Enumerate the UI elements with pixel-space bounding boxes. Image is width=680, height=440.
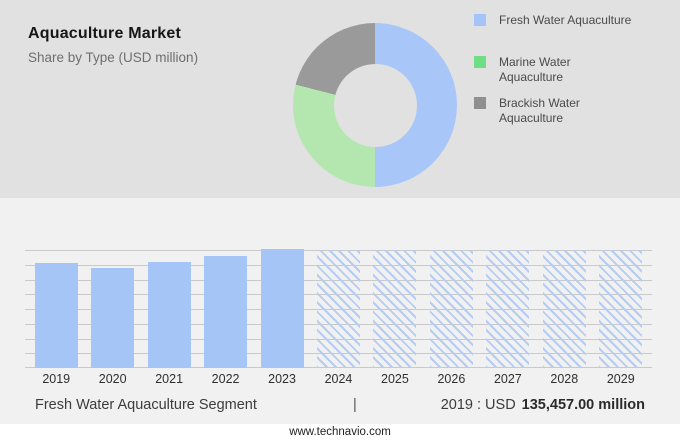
bar-chart-section: 2019 2020 2021 2022 2023 2024 2025 2026 2027 2028… xyxy=(0,198,680,424)
value-bar-2019 xyxy=(34,263,78,368)
caption-divider: | xyxy=(353,397,357,413)
forecast-bar-2029 xyxy=(599,250,643,368)
x-tick-label: 2025 xyxy=(381,372,409,386)
forecast-bar-2025 xyxy=(373,250,417,368)
value-bar-2020 xyxy=(91,268,135,368)
bar-slot xyxy=(310,250,366,368)
value-amount: 135,457.00 million xyxy=(521,397,645,413)
legend-item: Brackish Water Aquaculture xyxy=(474,96,664,126)
bar-slot xyxy=(480,250,536,368)
x-axis-labels: 2019 2020 2021 2022 2023 2024 2025 2026 2027 2028… xyxy=(28,372,649,386)
x-tick-label: 2028 xyxy=(550,372,579,386)
value-bar-2022 xyxy=(204,256,248,368)
footer-url: www.technavio.com xyxy=(289,426,391,438)
bar-slot xyxy=(84,250,140,368)
donut-chart xyxy=(293,23,457,187)
title-block: Aquaculture Market Share by Type (USD mi… xyxy=(28,25,198,65)
bar-slot xyxy=(254,249,310,368)
x-tick-label: 2022 xyxy=(211,372,240,386)
donut-hole xyxy=(333,63,417,147)
forecast-bar-2028 xyxy=(542,250,586,368)
value-annotation: 2019 : USD 135,457.00 million xyxy=(441,397,645,413)
bar-slot xyxy=(141,250,197,368)
page-title: Aquaculture Market xyxy=(28,25,181,42)
donut-section: Aquaculture Market Share by Type (USD mi… xyxy=(0,0,680,198)
x-tick-label: 2029 xyxy=(606,372,635,386)
page-subtitle: Share by Type (USD million) xyxy=(28,50,199,65)
legend-swatch-icon xyxy=(474,97,486,109)
bar-slot xyxy=(197,250,253,368)
bars xyxy=(28,249,649,368)
legend-label: Fresh Water Aquaculture xyxy=(499,13,632,27)
x-tick-label: 2019 xyxy=(42,372,71,386)
x-tick-label: 2021 xyxy=(155,372,184,386)
bar-slot xyxy=(536,250,592,368)
value-bar-2023 xyxy=(260,249,304,368)
forecast-bar-2026 xyxy=(429,250,473,368)
value-prefix: 2019 : USD xyxy=(440,397,516,413)
caption: Fresh Water Aquaculture Segment | 2019 :… xyxy=(35,397,645,417)
forecast-bar-2027 xyxy=(486,250,530,368)
x-tick-label: 2020 xyxy=(98,372,127,386)
x-tick-label: 2027 xyxy=(493,372,522,386)
legend-swatch-icon xyxy=(474,56,486,68)
legend-label: Marine Water Aquaculture xyxy=(499,55,571,84)
footer: www.technavio.com xyxy=(0,424,680,440)
x-tick-label: 2023 xyxy=(268,372,296,386)
x-tick-label: 2026 xyxy=(437,372,466,386)
bar-slot xyxy=(423,250,479,368)
bar-chart-plot xyxy=(25,249,652,368)
legend-item: Fresh Water Aquaculture xyxy=(474,13,664,28)
bar-slot xyxy=(367,250,423,368)
bar-slot xyxy=(28,250,84,368)
legend-item: Marine Water Aquaculture xyxy=(474,55,664,85)
legend-swatch-icon xyxy=(474,14,486,26)
legend-label: Brackish Water Aquaculture xyxy=(499,96,580,125)
legend: Fresh Water Aquaculture Marine Water Aquac… xyxy=(474,13,664,137)
x-tick-label: 2024 xyxy=(324,372,353,386)
segment-label: Fresh Water Aquaculture Segment xyxy=(35,397,257,413)
bar-slot xyxy=(593,250,649,368)
value-bar-2021 xyxy=(147,262,191,368)
forecast-bar-2024 xyxy=(316,250,360,368)
